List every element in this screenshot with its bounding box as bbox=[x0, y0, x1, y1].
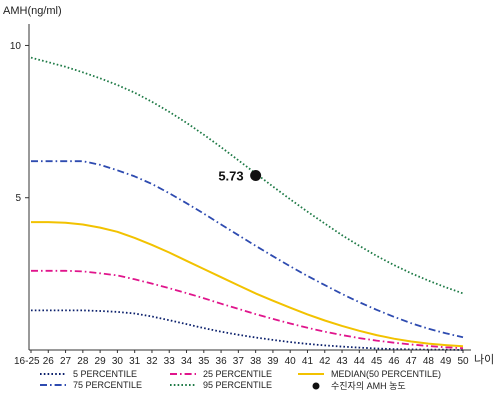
x-tick-label: 26 bbox=[43, 356, 55, 367]
series-line bbox=[30, 221, 464, 348]
series-lines bbox=[30, 56, 464, 351]
x-tick-label: 44 bbox=[354, 356, 366, 367]
x-tick-label: 37 bbox=[233, 356, 245, 367]
measured-point: 5.73 bbox=[218, 168, 262, 183]
x-tick-label: 45 bbox=[371, 356, 383, 367]
x-tick-label: 35 bbox=[198, 356, 210, 367]
y-tick-label: 5 bbox=[15, 193, 21, 204]
x-tick-label: 32 bbox=[146, 356, 158, 367]
x-tick-label: 27 bbox=[60, 356, 72, 367]
x-tick-label: 41 bbox=[302, 356, 314, 367]
legend-label: 5 PERCENTILE bbox=[73, 369, 137, 379]
series-line bbox=[30, 309, 464, 351]
x-tick-label: 30 bbox=[112, 356, 124, 367]
x-tick-label: 31 bbox=[129, 356, 141, 367]
x-tick-label: 48 bbox=[423, 356, 435, 367]
series-line bbox=[30, 269, 464, 350]
x-tick-label: 29 bbox=[95, 356, 107, 367]
x-tick-label: 39 bbox=[267, 356, 279, 367]
measured-point-dot bbox=[250, 169, 262, 181]
y-axis-title: AMH(ng/ml) bbox=[3, 5, 62, 17]
x-tick-label: 43 bbox=[336, 356, 348, 367]
x-tick-label: 47 bbox=[406, 356, 418, 367]
measured-point-label: 5.73 bbox=[218, 168, 243, 183]
legend-marker-label: 수진자의 AMH 농도 bbox=[331, 381, 406, 391]
x-tick-label: 16-25 bbox=[14, 356, 40, 367]
legend-label: 95 PERCENTILE bbox=[203, 380, 272, 390]
legend-label: 75 PERCENTILE bbox=[73, 380, 142, 390]
legend-marker-dot bbox=[312, 382, 320, 390]
series-line bbox=[30, 56, 464, 295]
axis-ticks: 5 10 16-25 26 27 28 29 30 31 32 33 34 35 36 37 38 39 40 41… bbox=[10, 41, 469, 367]
legend-label: 25 PERCENTILE bbox=[203, 369, 272, 379]
x-tick-label: 28 bbox=[77, 356, 89, 367]
x-tick-label: 46 bbox=[388, 356, 400, 367]
legend-label: MEDIAN(50 PERCENTILE) bbox=[331, 369, 441, 379]
y-tick-label: 10 bbox=[10, 41, 22, 52]
x-tick-label: 36 bbox=[216, 356, 228, 367]
x-tick-label: 50 bbox=[457, 356, 469, 367]
x-tick-label: 42 bbox=[319, 356, 331, 367]
x-axis-title: 나이 bbox=[474, 353, 494, 366]
x-tick-label: 33 bbox=[164, 356, 176, 367]
x-tick-label: 40 bbox=[285, 356, 297, 367]
x-tick-label: 34 bbox=[181, 356, 193, 367]
series-line bbox=[30, 160, 464, 339]
axes bbox=[28, 24, 471, 351]
x-tick-label: 38 bbox=[250, 356, 262, 367]
x-tick-label: 49 bbox=[440, 356, 452, 367]
